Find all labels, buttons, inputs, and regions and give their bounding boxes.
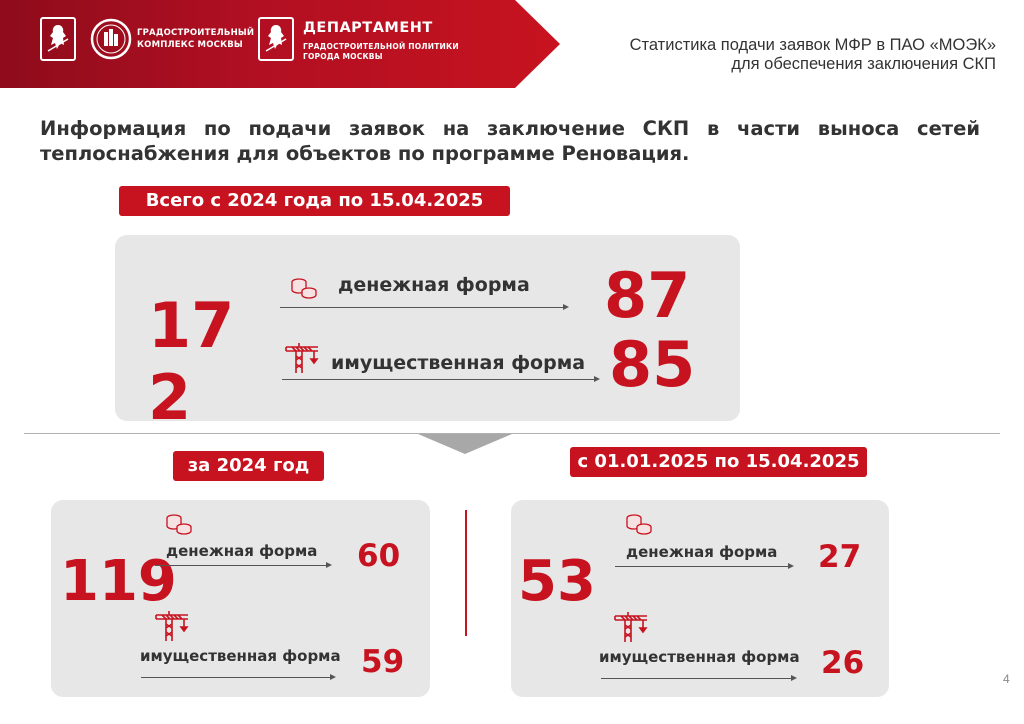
total-property-arrow — [282, 376, 600, 382]
department-coat-of-arms-icon — [258, 17, 294, 61]
year2025-cash-label: денежная форма — [626, 543, 778, 561]
crane-icon — [154, 610, 190, 642]
total-count: 172 — [148, 289, 235, 434]
year2024-property-label: имущественная форма — [140, 647, 341, 665]
total-cash-label: денежная форма — [338, 274, 530, 296]
year2024-count: 119 — [60, 549, 177, 614]
year2025-period-label: с 01.01.2025 по 15.04.2025 — [570, 447, 867, 477]
crane-icon — [613, 611, 649, 643]
year2024-property-arrow — [141, 674, 336, 680]
section-divider — [24, 433, 1000, 434]
vertical-separator — [465, 510, 467, 636]
info-paragraph: Информация по подачи заявок на заключени… — [40, 117, 980, 165]
header-title: Статистика подачи заявок МФР в ПАО «МОЭК… — [630, 36, 996, 74]
urban-complex-logo-line1: ГРАДОСТРОИТЕЛЬНЫЙ — [137, 28, 255, 38]
coins-icon — [164, 512, 194, 538]
year2024-period-label: за 2024 год — [173, 451, 324, 481]
year2025-panel — [511, 500, 889, 697]
crane-icon — [284, 342, 320, 374]
total-property-value: 85 — [609, 328, 696, 401]
year2025-cash-value: 27 — [818, 539, 862, 575]
coins-icon — [624, 512, 654, 538]
header-title-line1: Статистика подачи заявок МФР в ПАО «МОЭК… — [629, 36, 996, 54]
year2024-property-value: 59 — [361, 644, 405, 680]
year2024-cash-arrow — [155, 562, 332, 568]
page-number: 4 — [1003, 672, 1010, 686]
total-period-label: Всего с 2024 года по 15.04.2025 — [119, 186, 510, 216]
year2025-count: 53 — [518, 549, 596, 614]
total-property-label: имущественная форма — [331, 352, 586, 374]
year2024-cash-label: денежная форма — [166, 542, 318, 560]
year2025-property-label: имущественная форма — [599, 648, 800, 666]
total-cash-value: 87 — [604, 259, 691, 332]
year2024-panel — [51, 500, 430, 697]
year2025-property-value: 26 — [821, 645, 865, 681]
year2025-property-arrow — [601, 675, 797, 681]
header-title-line2: для обеспечения заключения СКП — [731, 55, 996, 73]
department-subtitle-line2: ГОРОДА МОСКВЫ — [303, 52, 383, 61]
total-cash-arrow — [280, 304, 569, 310]
year2025-cash-arrow — [615, 563, 794, 569]
urban-complex-logo-line2: КОМПЛЕКС МОСКВЫ — [137, 40, 243, 50]
year2024-cash-value: 60 — [357, 538, 401, 574]
down-pointer-triangle — [418, 434, 512, 454]
total-panel — [115, 235, 740, 421]
moscow-coat-of-arms-icon — [40, 17, 76, 61]
department-title: ДЕПАРТАМЕНТ — [303, 20, 433, 36]
urban-complex-logo-icon — [90, 18, 132, 60]
department-subtitle-line1: ГРАДОСТРОИТЕЛЬНОЙ ПОЛИТИКИ — [303, 42, 459, 51]
coins-icon — [289, 276, 319, 302]
